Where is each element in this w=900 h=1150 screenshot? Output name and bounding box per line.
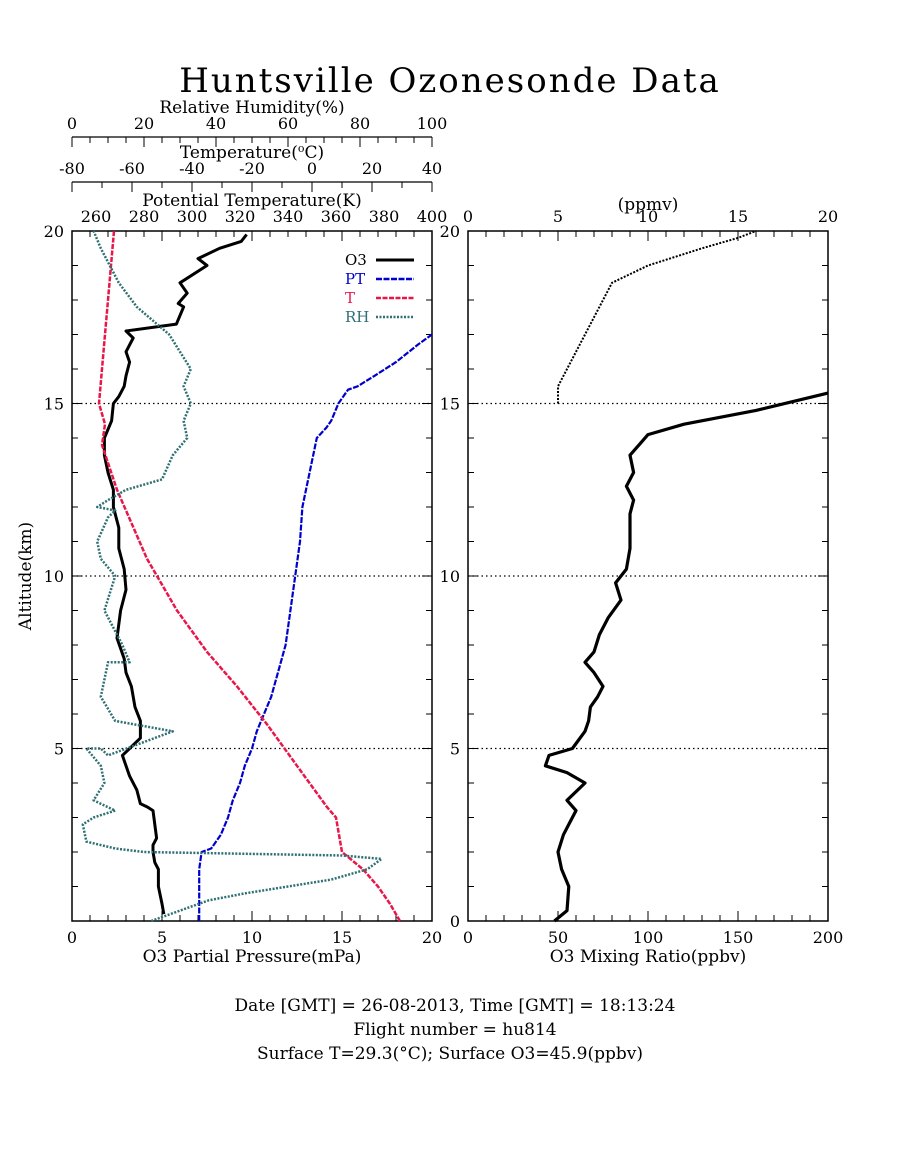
right-xtick-label: 100 [633, 928, 664, 947]
pt-axis-tick-label: 320 [225, 207, 256, 226]
right-top-axis-label: (ppmv) [618, 195, 679, 215]
pt-axis-tick-label: 380 [369, 207, 400, 226]
legend-label-rh: RH [345, 308, 369, 326]
pt-axis-tick-label: 340 [273, 207, 304, 226]
series-o3mr-line [543, 391, 829, 923]
t-axis-label-unit: C) [305, 143, 325, 163]
temperature-axis-tick-label: -60 [119, 159, 145, 178]
right-ytick-label: 15 [440, 395, 460, 414]
chart-title: Huntsville Ozonesonde Data [179, 61, 721, 101]
rh-axis-tick-label: 20 [134, 114, 154, 133]
pt-axis-tick-label: 360 [321, 207, 352, 226]
left-ytick-label: 20 [44, 222, 64, 241]
rh-axis-tick-label: 0 [67, 114, 77, 133]
pt-axis-tick-label: 260 [81, 207, 112, 226]
temperature-axis-tick-label: 0 [307, 159, 317, 178]
left-xtick-label: 15 [332, 928, 352, 947]
right-ytick-label: 20 [440, 222, 460, 241]
rh-axis-tick-label: 60 [278, 114, 298, 133]
right-xaxis-label: O3 Mixing Ratio(ppbv) [550, 947, 747, 967]
series-pt-line [198, 333, 433, 921]
right-xtick-label: 0 [463, 928, 473, 947]
left-xtick-label: 10 [242, 928, 262, 947]
right-ytick-label: 10 [440, 567, 460, 586]
left-xtick-label: 20 [422, 928, 442, 947]
left-xaxis-label: O3 Partial Pressure(mPa) [143, 947, 362, 967]
t-axis-label: Temperature(oC) [180, 142, 324, 163]
pt-axis-tick-label: 280 [129, 207, 160, 226]
ppmv-axis-tick-label: 5 [553, 207, 563, 226]
rh-axis-tick-label: 80 [350, 114, 370, 133]
series-rh-line [81, 230, 383, 923]
right-panel: 0 5 10 15 20 0 50 100 150 200 0 5 10 15 20 O3 Mixing… [440, 195, 844, 967]
left-ytick-label: 5 [54, 740, 64, 759]
ppmv-axis-tick-label: 0 [463, 207, 473, 226]
temperature-axis-tick-label: -40 [179, 159, 205, 178]
series-o3mr_upper-line [557, 230, 757, 404]
footer-surface-values: Surface T=29.3(°C); Surface O3=45.9(ppbv… [257, 1044, 643, 1064]
legend-label-pt: PT [345, 270, 365, 288]
series-t-line [97, 230, 401, 922]
pt-axis-tick-label: 300 [177, 207, 208, 226]
left-ytick-label: 10 [44, 567, 64, 586]
temperature-axis-tick-label: -20 [239, 159, 265, 178]
legend-label-o3: O3 [345, 251, 367, 269]
right-xtick-label: 50 [548, 928, 568, 947]
pt-axis-tick-label: 400 [417, 207, 448, 226]
temperature-axis-tick-label: 40 [422, 159, 442, 178]
left-yaxis-label: Altitude(km) [16, 522, 36, 631]
footer-date-time: Date [GMT] = 26-08-2013, Time [GMT] = 18… [235, 996, 676, 1016]
ppmv-axis-tick-label: 15 [728, 207, 748, 226]
rh-axis-tick-label: 100 [417, 114, 448, 133]
right-xtick-label: 200 [813, 928, 844, 947]
temperature-axis-tick-label: -80 [59, 159, 85, 178]
footer-flight-number: Flight number = hu814 [353, 1020, 556, 1040]
left-panel: 5 10 15 20 0 5 10 15 20 0 20 40 60 80 100 -80 -60 -40 -2… [16, 98, 447, 967]
right-ytick-label: 5 [450, 740, 460, 759]
t-axis-label-degree: o [298, 142, 305, 155]
ppmv-axis-tick-label: 10 [638, 207, 658, 226]
pt-axis-label: Potential Temperature(K) [142, 191, 361, 211]
series-o3-line [102, 233, 248, 915]
rh-axis-tick-label: 40 [206, 114, 226, 133]
rh-axis-label: Relative Humidity(%) [159, 98, 344, 118]
right-ytick-label: 0 [450, 912, 460, 931]
left-xtick-label: 5 [157, 928, 167, 947]
temperature-axis-tick-label: 20 [362, 159, 382, 178]
legend-label-t: T [345, 289, 355, 307]
ppmv-axis-tick-label: 20 [818, 207, 838, 226]
left-xtick-label: 0 [67, 928, 77, 947]
right-xtick-label: 150 [723, 928, 754, 947]
t-axis-label-name: Temperature( [180, 143, 298, 163]
left-ytick-label: 15 [44, 395, 64, 414]
